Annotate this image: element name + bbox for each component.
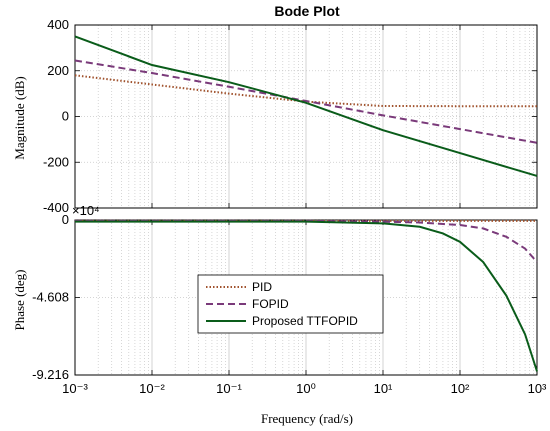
x-tick-label: 10³ xyxy=(528,381,547,396)
y-tick-label: -200 xyxy=(43,154,69,169)
series-line-fopid xyxy=(74,59,538,144)
series-line-proposed-ttfopid xyxy=(75,220,538,372)
series-line-proposed-ttfopid xyxy=(74,35,538,177)
chart-title: Bode Plot xyxy=(274,3,340,19)
y-tick-label: 0 xyxy=(62,109,69,124)
magnitude-grid xyxy=(74,24,537,209)
y-tick-label: -400 xyxy=(43,200,69,215)
legend-entry: PID xyxy=(252,280,272,294)
y-tick-label: 0 xyxy=(62,212,69,227)
x-axis-label: Frequency (rad/s) xyxy=(261,411,353,426)
y-tick-label: 200 xyxy=(47,63,69,78)
x-tick-label: 10⁻³ xyxy=(62,381,88,396)
phase-lines xyxy=(75,219,538,372)
legend-entry: Proposed TTFOPID xyxy=(252,314,358,328)
x-tick-label: 10² xyxy=(451,381,470,396)
x-tick-label: 10⁻² xyxy=(139,381,165,396)
y-tick-label: -9.216 xyxy=(32,367,69,382)
magnitude-lines xyxy=(74,35,538,177)
legend-entry: FOPID xyxy=(252,297,289,311)
legend: PID FOPID Proposed TTFOPID xyxy=(197,274,384,334)
x-tick-label: 10¹ xyxy=(374,381,393,396)
x-tick-label: 10⁰ xyxy=(296,381,316,396)
x-tick-label: 10⁻¹ xyxy=(216,381,242,396)
phase-ylabel: Phase (deg) xyxy=(12,269,27,330)
phase-multiplier: ×10⁴ xyxy=(72,203,100,218)
series-line-fopid xyxy=(75,219,538,263)
magnitude-ylabel: Magnitude (dB) xyxy=(12,76,27,159)
y-tick-label: -4.608 xyxy=(32,290,69,305)
y-tick-label: 400 xyxy=(47,17,69,32)
magnitude-ticks: 400 200 0 -200 -400 xyxy=(43,17,537,215)
